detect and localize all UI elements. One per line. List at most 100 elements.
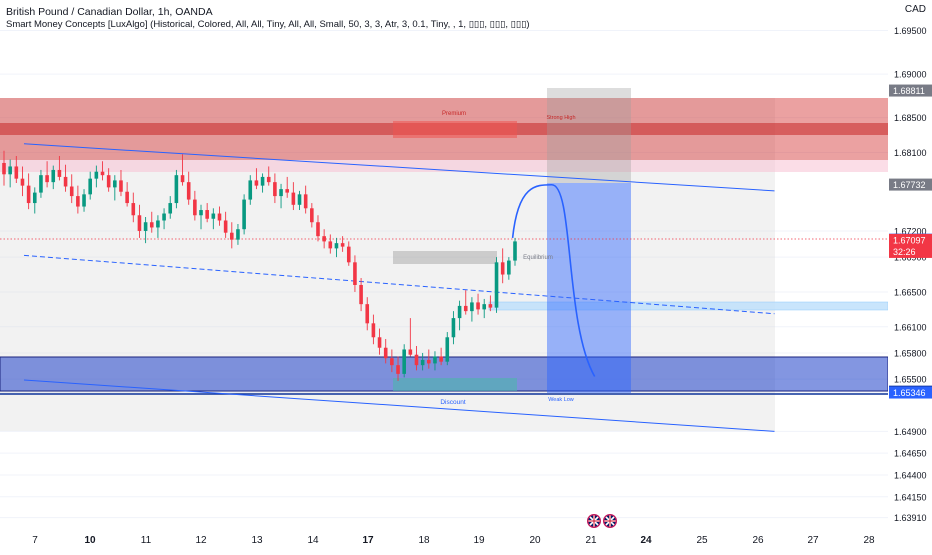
candle-body (242, 199, 246, 230)
bar-countdown: 32:26 (893, 247, 916, 257)
candle-body (439, 356, 443, 362)
candle-body (433, 356, 437, 364)
candle-body (131, 203, 136, 216)
candle-body (69, 186, 74, 197)
y-tick-label: 1.65500 (894, 375, 927, 385)
candle-body (229, 232, 234, 240)
candle-body (82, 194, 86, 207)
candle-body (408, 349, 413, 355)
candle-body (39, 175, 43, 193)
candle-body (402, 349, 406, 374)
candle-body (353, 262, 357, 285)
y-tick-label: 1.64650 (894, 449, 927, 459)
equilibrium-block (393, 251, 497, 264)
y-tick-label: 1.68100 (894, 148, 927, 158)
y-tick-label: 1.67200 (894, 226, 927, 236)
x-tick-label: 21 (585, 535, 597, 546)
candle-body (199, 210, 203, 216)
candle-body (94, 171, 99, 179)
candle-body (2, 162, 6, 175)
x-tick-label: 25 (696, 535, 708, 546)
candle-body (377, 337, 382, 348)
time-axis: 7 10 11 12 13 14 17 18 19 20 21 24 25 26 27 28 (32, 535, 875, 546)
candle-body (414, 354, 419, 366)
time-axis-bg[interactable] (0, 529, 932, 550)
trend-channel[interactable] (23, 143, 775, 432)
price-tags: 1.688111.677321.671001.6709732:261.65356… (889, 84, 932, 399)
candle-body (383, 347, 388, 359)
candle-body (346, 246, 351, 263)
candle-body (57, 169, 62, 177)
candle-body (310, 208, 314, 223)
candle-body (211, 213, 216, 219)
candle-body (137, 215, 142, 231)
uk-flag-icon[interactable] (587, 514, 601, 528)
candle-body (482, 304, 487, 310)
price-tag-label: 1.65346 (893, 388, 926, 398)
channel-line-lower[interactable] (23, 379, 775, 432)
price-tag (889, 233, 932, 258)
price-tag (889, 178, 932, 191)
candle-body (273, 182, 277, 197)
candle-body (266, 176, 271, 183)
uk-flag-icon[interactable] (603, 514, 617, 528)
price-tag-label: 1.67097 (893, 235, 926, 245)
candle-body (260, 176, 265, 186)
premium-label: Premium (442, 111, 466, 117)
candle-body (451, 318, 456, 338)
candle-body (463, 305, 468, 312)
candle-body (45, 175, 49, 183)
candles (2, 150, 517, 381)
projection-path[interactable] (511, 183, 596, 377)
candle-body (390, 358, 394, 366)
candle-body (365, 304, 370, 324)
price-tag (889, 386, 932, 399)
y-tick-label: 1.64900 (894, 427, 927, 437)
candle-body (322, 236, 326, 242)
y-tick-label: 1.69000 (894, 70, 927, 80)
candle-body (8, 166, 12, 175)
candle-body (371, 323, 376, 338)
candle-body (88, 178, 92, 195)
candle-body (291, 192, 296, 205)
premium-fvg (393, 121, 517, 138)
candle-body (488, 304, 493, 308)
channel-line-upper[interactable] (23, 143, 775, 192)
y-tick-label: 1.66100 (894, 322, 927, 332)
candle-body (248, 180, 253, 200)
x-tick-label: 28 (863, 535, 875, 546)
candle-body (217, 213, 222, 221)
candle-body (193, 199, 197, 216)
candle-body (63, 176, 68, 187)
candle-body (500, 262, 505, 275)
candle-body (113, 180, 117, 188)
discount-fvg (393, 378, 517, 391)
x-tick-label: 10 (84, 535, 96, 546)
candle-body (340, 243, 345, 247)
price-tag-label: 1.67732 (893, 180, 926, 190)
indicator-legend[interactable]: Smart Money Concepts [LuxAlgo] (Historic… (6, 19, 530, 30)
candle-body (470, 302, 474, 312)
candle-body (223, 220, 228, 233)
x-tick-label: 18 (418, 535, 430, 546)
currency-label: CAD (904, 4, 926, 15)
grid-lines (0, 30, 888, 519)
candle-body (106, 175, 111, 188)
candle-body (186, 182, 191, 200)
candle-body (162, 213, 166, 221)
x-tick-label: 14 (307, 535, 319, 546)
strong-high-label: Strong High (546, 115, 575, 121)
candle-body (316, 222, 320, 237)
candle-body (236, 229, 240, 240)
price-axis-bg[interactable] (888, 0, 932, 550)
candle-body (513, 241, 517, 261)
y-tick-label: 1.64150 (894, 492, 927, 502)
chart-title[interactable]: British Pound / Canadian Dollar, 1h, OAN… (6, 6, 213, 18)
candle-body (76, 196, 80, 207)
candle-body (476, 302, 480, 310)
x-tick-label: 12 (195, 535, 207, 546)
candle-body (507, 260, 511, 275)
channel-line-middle[interactable] (23, 254, 775, 315)
